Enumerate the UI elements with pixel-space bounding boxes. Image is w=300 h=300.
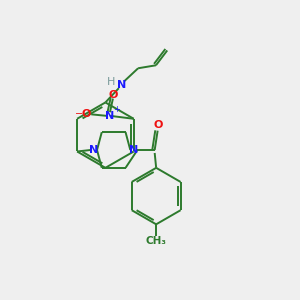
Text: +: +: [113, 105, 120, 114]
Text: N: N: [105, 111, 115, 121]
Text: N: N: [129, 145, 139, 155]
Text: N: N: [117, 80, 126, 90]
Text: H: H: [107, 77, 116, 87]
Text: O: O: [82, 109, 91, 119]
Text: CH₃: CH₃: [146, 236, 167, 246]
Text: O: O: [154, 120, 163, 130]
Text: N: N: [89, 145, 98, 155]
Text: −: −: [75, 109, 83, 119]
Text: O: O: [108, 90, 118, 100]
